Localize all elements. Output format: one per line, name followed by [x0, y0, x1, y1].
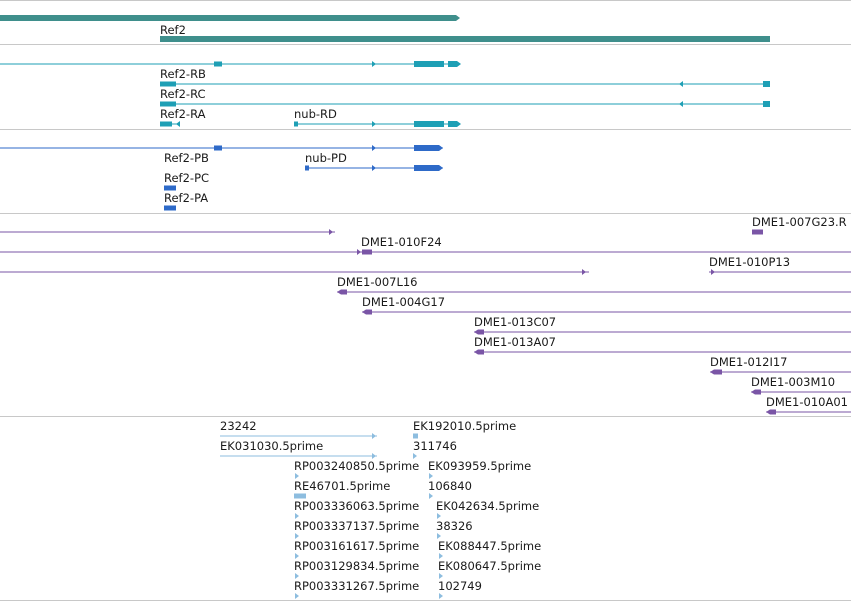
exon-block[interactable]	[763, 81, 770, 87]
est-label[interactable]: 311746	[413, 439, 457, 453]
strand-arrow[interactable]	[372, 145, 376, 151]
exon-block[interactable]	[160, 121, 172, 127]
clone-label[interactable]: DME1-007L16	[337, 275, 418, 289]
est-label[interactable]: 38326	[436, 519, 473, 533]
exon-block[interactable]	[414, 145, 443, 151]
est-feature[interactable]	[413, 453, 417, 459]
exon-block[interactable]	[474, 329, 484, 335]
clone-label[interactable]: DME1-010P13	[709, 255, 791, 269]
gene-feature[interactable]	[160, 36, 770, 42]
clone-label[interactable]: DME1-010A01	[766, 395, 848, 409]
exon-block[interactable]	[414, 165, 443, 171]
est-label[interactable]: RE46701.5prime	[294, 479, 391, 493]
exon-block[interactable]	[763, 101, 770, 107]
est-label[interactable]: EK042634.5prime	[436, 499, 540, 513]
strand-arrow[interactable]	[372, 433, 376, 439]
est-label[interactable]: 102749	[438, 579, 482, 593]
est-label[interactable]: 23242	[220, 419, 257, 433]
strand-arrow[interactable]	[176, 121, 180, 127]
clone-label[interactable]: DME1-013C07	[474, 315, 557, 329]
strand-arrow[interactable]	[372, 61, 376, 67]
est-label[interactable]: 106840	[428, 479, 472, 493]
est-feature[interactable]	[437, 533, 441, 539]
est-feature[interactable]	[295, 593, 299, 599]
exon-block[interactable]	[164, 185, 176, 191]
est-feature[interactable]	[439, 553, 443, 559]
est-label[interactable]: RP003129834.5prime	[294, 559, 420, 573]
clone-label[interactable]: DME1-010F24	[361, 235, 442, 249]
transcript-label[interactable]: Ref2-RB	[160, 67, 206, 81]
est-label[interactable]: EK080647.5prime	[438, 559, 542, 573]
exon-block[interactable]	[414, 121, 444, 127]
protein-label[interactable]: Ref2-PB	[164, 151, 209, 165]
gene-feature[interactable]	[0, 15, 460, 21]
strand-arrow[interactable]	[329, 229, 333, 235]
exon-block[interactable]	[752, 229, 763, 235]
strand-arrow[interactable]	[372, 165, 376, 171]
clone-label[interactable]: DME1-007G23.R	[752, 215, 847, 229]
transcript-label[interactable]: Ref2-RA	[160, 107, 206, 121]
est-feature[interactable]	[295, 513, 299, 519]
exon-block[interactable]	[294, 121, 298, 127]
protein-label[interactable]: nub-PD	[305, 151, 347, 165]
clone-label[interactable]: DME1-013A07	[474, 335, 556, 349]
transcript-label[interactable]: nub-RD	[294, 107, 337, 121]
protein-label[interactable]: Ref2-PA	[164, 191, 209, 205]
strand-arrow[interactable]	[679, 101, 683, 107]
est-feature[interactable]	[295, 573, 299, 579]
exon-block[interactable]	[160, 101, 176, 107]
exon-block[interactable]	[337, 289, 347, 295]
est-label[interactable]: EK031030.5prime	[220, 439, 324, 453]
exon-block[interactable]	[214, 145, 222, 151]
est-feature[interactable]	[429, 473, 433, 479]
exon-block[interactable]	[766, 409, 776, 415]
est-label[interactable]: EK088447.5prime	[438, 539, 542, 553]
est-feature[interactable]	[295, 553, 299, 559]
strand-arrow[interactable]	[711, 269, 715, 275]
est-feature[interactable]	[295, 533, 299, 539]
strand-arrow[interactable]	[372, 453, 376, 459]
transcript-label[interactable]: Ref2-RC	[160, 87, 206, 101]
exon-block[interactable]	[362, 309, 372, 315]
exon-block[interactable]	[448, 121, 461, 127]
est-label[interactable]: RP003161617.5prime	[294, 539, 420, 553]
clone-label[interactable]: DME1-003M10	[751, 375, 836, 389]
strand-arrow[interactable]	[582, 269, 586, 275]
exon-block[interactable]	[214, 61, 222, 67]
gene-label[interactable]: Ref2	[160, 23, 186, 37]
exon-block[interactable]	[474, 349, 484, 355]
est-feature[interactable]	[429, 493, 433, 499]
est-feature[interactable]	[413, 433, 418, 439]
est-label[interactable]: RP003336063.5prime	[294, 499, 420, 513]
strand-arrow[interactable]	[372, 121, 376, 127]
exon-block[interactable]	[164, 205, 176, 211]
exon-block[interactable]	[710, 369, 722, 375]
exon-block[interactable]	[160, 81, 176, 87]
clone-label[interactable]: DME1-012I17	[710, 355, 788, 369]
est-feature[interactable]	[294, 493, 306, 499]
exon-block[interactable]	[448, 61, 461, 67]
est-feature[interactable]	[439, 593, 443, 599]
strand-arrow[interactable]	[679, 81, 683, 87]
est-label[interactable]: EK192010.5prime	[413, 419, 517, 433]
exon-block[interactable]	[305, 165, 309, 171]
est-label[interactable]: RP003331267.5prime	[294, 579, 420, 593]
exon-block[interactable]	[362, 249, 372, 255]
est-label[interactable]: RP003240850.5prime	[294, 459, 420, 473]
est-label[interactable]: EK093959.5prime	[428, 459, 532, 473]
est-feature[interactable]	[439, 573, 443, 579]
protein-label[interactable]: Ref2-PC	[164, 171, 210, 185]
exon-block[interactable]	[414, 61, 444, 67]
est-feature[interactable]	[437, 513, 441, 519]
est-label[interactable]: RP003337137.5prime	[294, 519, 420, 533]
clone-label[interactable]: DME1-004G17	[362, 295, 446, 309]
strand-arrow[interactable]	[357, 249, 361, 255]
est-feature[interactable]	[295, 473, 299, 479]
exon-block[interactable]	[751, 389, 761, 395]
